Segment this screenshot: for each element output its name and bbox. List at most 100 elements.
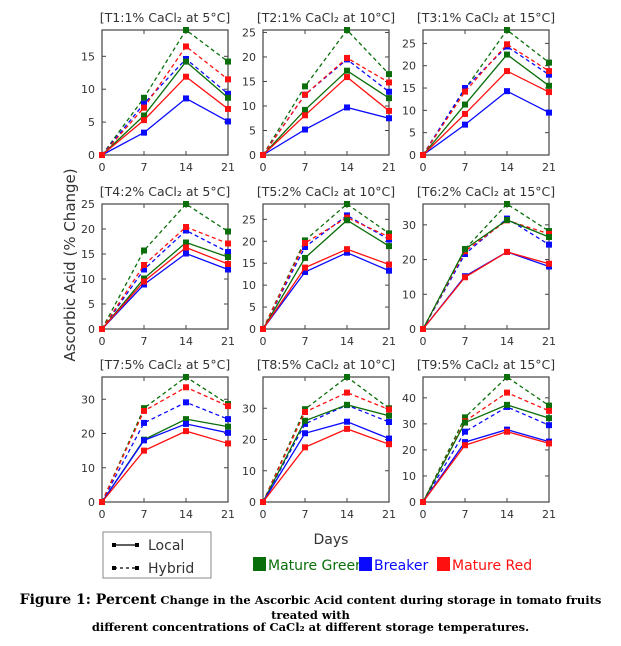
hybrid-mature-green-point (504, 374, 510, 380)
local-mature-red-point (546, 440, 552, 447)
panel-axes (101, 29, 229, 156)
y-tick-label: 30 (81, 393, 95, 406)
hybrid-breaker-line (422, 406, 550, 503)
hybrid-mature-red-line (422, 43, 550, 156)
panel-title: [T9:5% CaCl₂ at 15°C] (417, 357, 555, 372)
hybrid-mature-red-line (262, 216, 390, 330)
panel-axes (422, 376, 550, 503)
local-mature-green-line (262, 69, 390, 156)
local-mature-red-point (260, 499, 266, 505)
y-tick-label: 10 (242, 100, 256, 113)
y-tick-label: 0 (409, 149, 416, 162)
y-tick-label: 0 (409, 323, 416, 336)
local-breaker-point (546, 109, 552, 116)
local-mature-green-line (101, 60, 229, 156)
local-mature-green-point (504, 51, 510, 58)
local-breaker-point (141, 129, 147, 136)
y-tick-label: 5 (88, 298, 95, 311)
hybrid-mature-green-point (386, 230, 392, 237)
hybrid-breaker-point (141, 100, 147, 107)
hybrid-mature-green-line (262, 376, 390, 503)
legend-marker (112, 566, 116, 570)
local-mature-green-point (344, 401, 350, 408)
local-mature-green-point (546, 82, 552, 89)
local-breaker-point (141, 437, 147, 444)
legend-label-mature-red: Mature Red (452, 558, 532, 574)
caption-label: Figure 1: Percent (19, 592, 157, 608)
hybrid-mature-green-point (546, 402, 552, 409)
local-mature-red-point (386, 441, 392, 448)
x-tick-label: 7 (302, 335, 309, 348)
local-breaker-line (422, 428, 550, 503)
local-breaker-point (183, 250, 189, 257)
hybrid-breaker-point (225, 416, 231, 423)
hybrid-mature-red-point (504, 389, 510, 396)
y-tick-label: 10 (402, 288, 416, 301)
local-mature-red-point (504, 68, 510, 75)
hybrid-breaker-line (262, 214, 390, 330)
local-mature-green-point (183, 416, 189, 423)
local-mature-green-line (422, 53, 550, 156)
local-mature-red-line (422, 431, 550, 503)
y-tick-label: 20 (402, 254, 416, 267)
local-breaker-line (101, 252, 229, 330)
hybrid-mature-green-point (141, 94, 147, 101)
x-tick-label: 14 (500, 335, 514, 348)
local-mature-red-point (546, 89, 552, 96)
local-breaker-line (101, 423, 229, 503)
hybrid-mature-red-point (344, 54, 350, 61)
local-mature-red-point (99, 326, 105, 332)
local-mature-red-point (462, 274, 468, 281)
hybrid-mature-green-line (422, 376, 550, 503)
local-breaker-line (262, 106, 390, 156)
local-mature-red-point (260, 152, 266, 158)
y-tick-label: 20 (242, 51, 256, 64)
caption-line-2: different concentrations of CaCl₂ at dif… (91, 620, 530, 634)
panel-title: [T7:5% CaCl₂ at 5°C] (100, 357, 230, 372)
local-mature-green-point (546, 233, 552, 240)
y-tick-label: 10 (81, 273, 95, 286)
local-breaker-point (183, 420, 189, 427)
hybrid-mature-red-point (386, 406, 392, 413)
x-tick-label: 14 (340, 508, 354, 521)
local-mature-red-line (422, 251, 550, 330)
local-mature-red-point (546, 260, 552, 267)
local-mature-green-point (386, 243, 392, 250)
hybrid-mature-red-point (302, 409, 308, 415)
local-mature-green-point (386, 412, 392, 419)
local-breaker-point (302, 268, 308, 275)
hybrid-mature-red-point (344, 389, 350, 396)
local-breaker-point (344, 104, 350, 111)
hybrid-breaker-line (101, 229, 229, 330)
hybrid-mature-green-line (422, 203, 550, 330)
hybrid-mature-red-point (141, 104, 147, 111)
hybrid-breaker-point (141, 266, 147, 273)
local-mature-red-point (386, 261, 392, 268)
x-tick-label: 21 (542, 161, 556, 174)
local-breaker-line (262, 251, 390, 330)
local-mature-green-point (462, 419, 468, 426)
hybrid-mature-green-point (183, 374, 189, 380)
local-mature-red-point (183, 73, 189, 80)
y-tick-label: 25 (242, 26, 256, 39)
x-tick-label: 7 (302, 508, 309, 521)
legend-marker (112, 543, 116, 547)
local-mature-red-point (225, 440, 231, 447)
local-mature-red-point (99, 152, 105, 158)
y-tick-label: 10 (402, 104, 416, 117)
x-tick-label: 7 (141, 508, 148, 521)
x-tick-label: 14 (340, 161, 354, 174)
local-mature-red-point (420, 152, 426, 158)
local-mature-green-point (302, 417, 308, 424)
hybrid-mature-red-point (183, 43, 189, 50)
hybrid-mature-green-point (504, 201, 510, 207)
hybrid-mature-green-point (225, 228, 231, 235)
hybrid-mature-green-point (225, 58, 231, 65)
hybrid-mature-green-line (262, 203, 390, 330)
local-mature-green-point (546, 415, 552, 422)
x-tick-label: 21 (382, 335, 396, 348)
local-breaker-point (386, 267, 392, 274)
hybrid-mature-green-line (101, 376, 229, 503)
hybrid-mature-green-point (141, 247, 147, 254)
hybrid-mature-red-line (262, 57, 390, 156)
